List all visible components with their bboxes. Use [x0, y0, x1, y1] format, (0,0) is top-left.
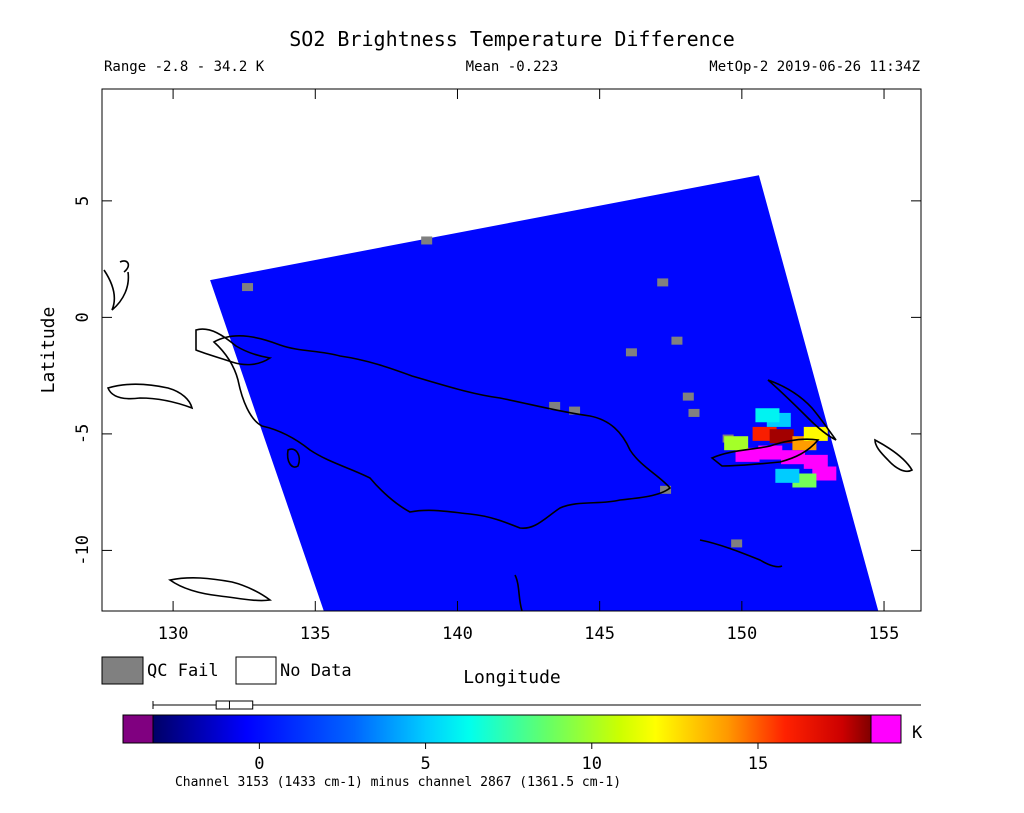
box-whisker-box — [215, 700, 254, 710]
colorbar-ticks: 0 5 10 15 — [254, 743, 768, 774]
coastline-new-ireland — [767, 379, 837, 441]
colorbar — [152, 714, 872, 744]
satellite-time-label: MetOp-2 2019-06-26 11:34Z — [709, 59, 920, 75]
coastline-seram — [106, 383, 194, 410]
y-axis-ticks: 5 0 -5 -10 — [73, 196, 921, 566]
channel-note: Channel 3153 (1433 cm-1) minus channel 2… — [175, 775, 621, 790]
x-tick-label: 155 — [869, 624, 900, 644]
y-tick-label: -10 — [73, 535, 93, 566]
mean-label: Mean -0.223 — [466, 59, 559, 75]
legend-label-qc-fail: QC Fail — [147, 661, 219, 681]
coastline-new-britain — [710, 438, 820, 467]
plume-pixel — [812, 466, 837, 481]
plume-pixel — [755, 408, 780, 423]
x-axis-ticks: 130 135 140 145 150 155 — [158, 89, 900, 644]
plume-pixel — [724, 436, 749, 451]
qc-fail-pixel — [569, 406, 581, 415]
coastline-halmahera — [103, 260, 130, 311]
legend-swatch-qc-fail — [101, 656, 144, 685]
x-tick-label: 140 — [442, 624, 473, 644]
x-tick-label: 145 — [584, 624, 615, 644]
qc-fail-pixel — [657, 278, 669, 287]
plume-pixel — [758, 445, 783, 460]
colorbar-over-swatch — [870, 714, 902, 744]
plume-pixel — [803, 454, 828, 469]
swath-layer — [210, 175, 879, 611]
qc-fail-pixel — [682, 392, 694, 401]
coastline-new-guinea — [212, 335, 672, 529]
qc-fail-pixel — [731, 539, 743, 548]
qc-fail-pixel — [421, 236, 433, 245]
coastline-aru — [286, 448, 301, 468]
x-tick-label: 130 — [158, 624, 189, 644]
plume-pixel — [735, 447, 760, 462]
qc-fail-pixel — [549, 401, 561, 410]
coastline-cape-york — [514, 574, 523, 611]
plot-frame — [101, 88, 922, 612]
qc-fail-pixel — [688, 408, 700, 417]
y-axis-label: Latitude — [38, 307, 59, 394]
chart-title: SO2 Brightness Temperature Difference — [289, 27, 735, 51]
x-tick-label: 150 — [726, 624, 757, 644]
qc-fail-pixel — [660, 485, 672, 494]
qc-fail-pixel — [242, 283, 254, 292]
swath-footprint — [210, 175, 879, 611]
x-tick-label: 135 — [300, 624, 331, 644]
plume-layer — [724, 408, 837, 488]
colorbar-tick-label: 15 — [748, 754, 768, 774]
coastline-bird-head — [195, 328, 273, 366]
colorbar-tick-label: 0 — [254, 754, 264, 774]
colorbar-tick-label: 5 — [420, 754, 430, 774]
legend-swatch-no-data — [235, 656, 277, 685]
coastline-layer — [103, 260, 914, 611]
colorbar-unit: K — [912, 723, 923, 743]
plume-pixel — [775, 468, 800, 483]
y-tick-label: -5 — [73, 424, 93, 444]
y-tick-label: 5 — [73, 196, 93, 206]
colorbar-box-whisker — [152, 700, 921, 710]
colorbar-under-swatch — [122, 714, 154, 744]
qc-fail-pixel — [625, 348, 637, 357]
colorbar-tick-label: 10 — [582, 754, 602, 774]
coastline-timor — [168, 577, 273, 602]
qc-fail-pixel — [671, 336, 683, 345]
coastline-bougainville — [874, 438, 914, 473]
coastline-louisiades — [699, 539, 783, 568]
x-axis-label: Longitude — [463, 667, 561, 688]
range-label: Range -2.8 - 34.2 K — [104, 59, 265, 75]
legend-label-no-data: No Data — [280, 661, 352, 681]
plume-pixel — [769, 429, 794, 444]
y-tick-label: 0 — [73, 312, 93, 322]
